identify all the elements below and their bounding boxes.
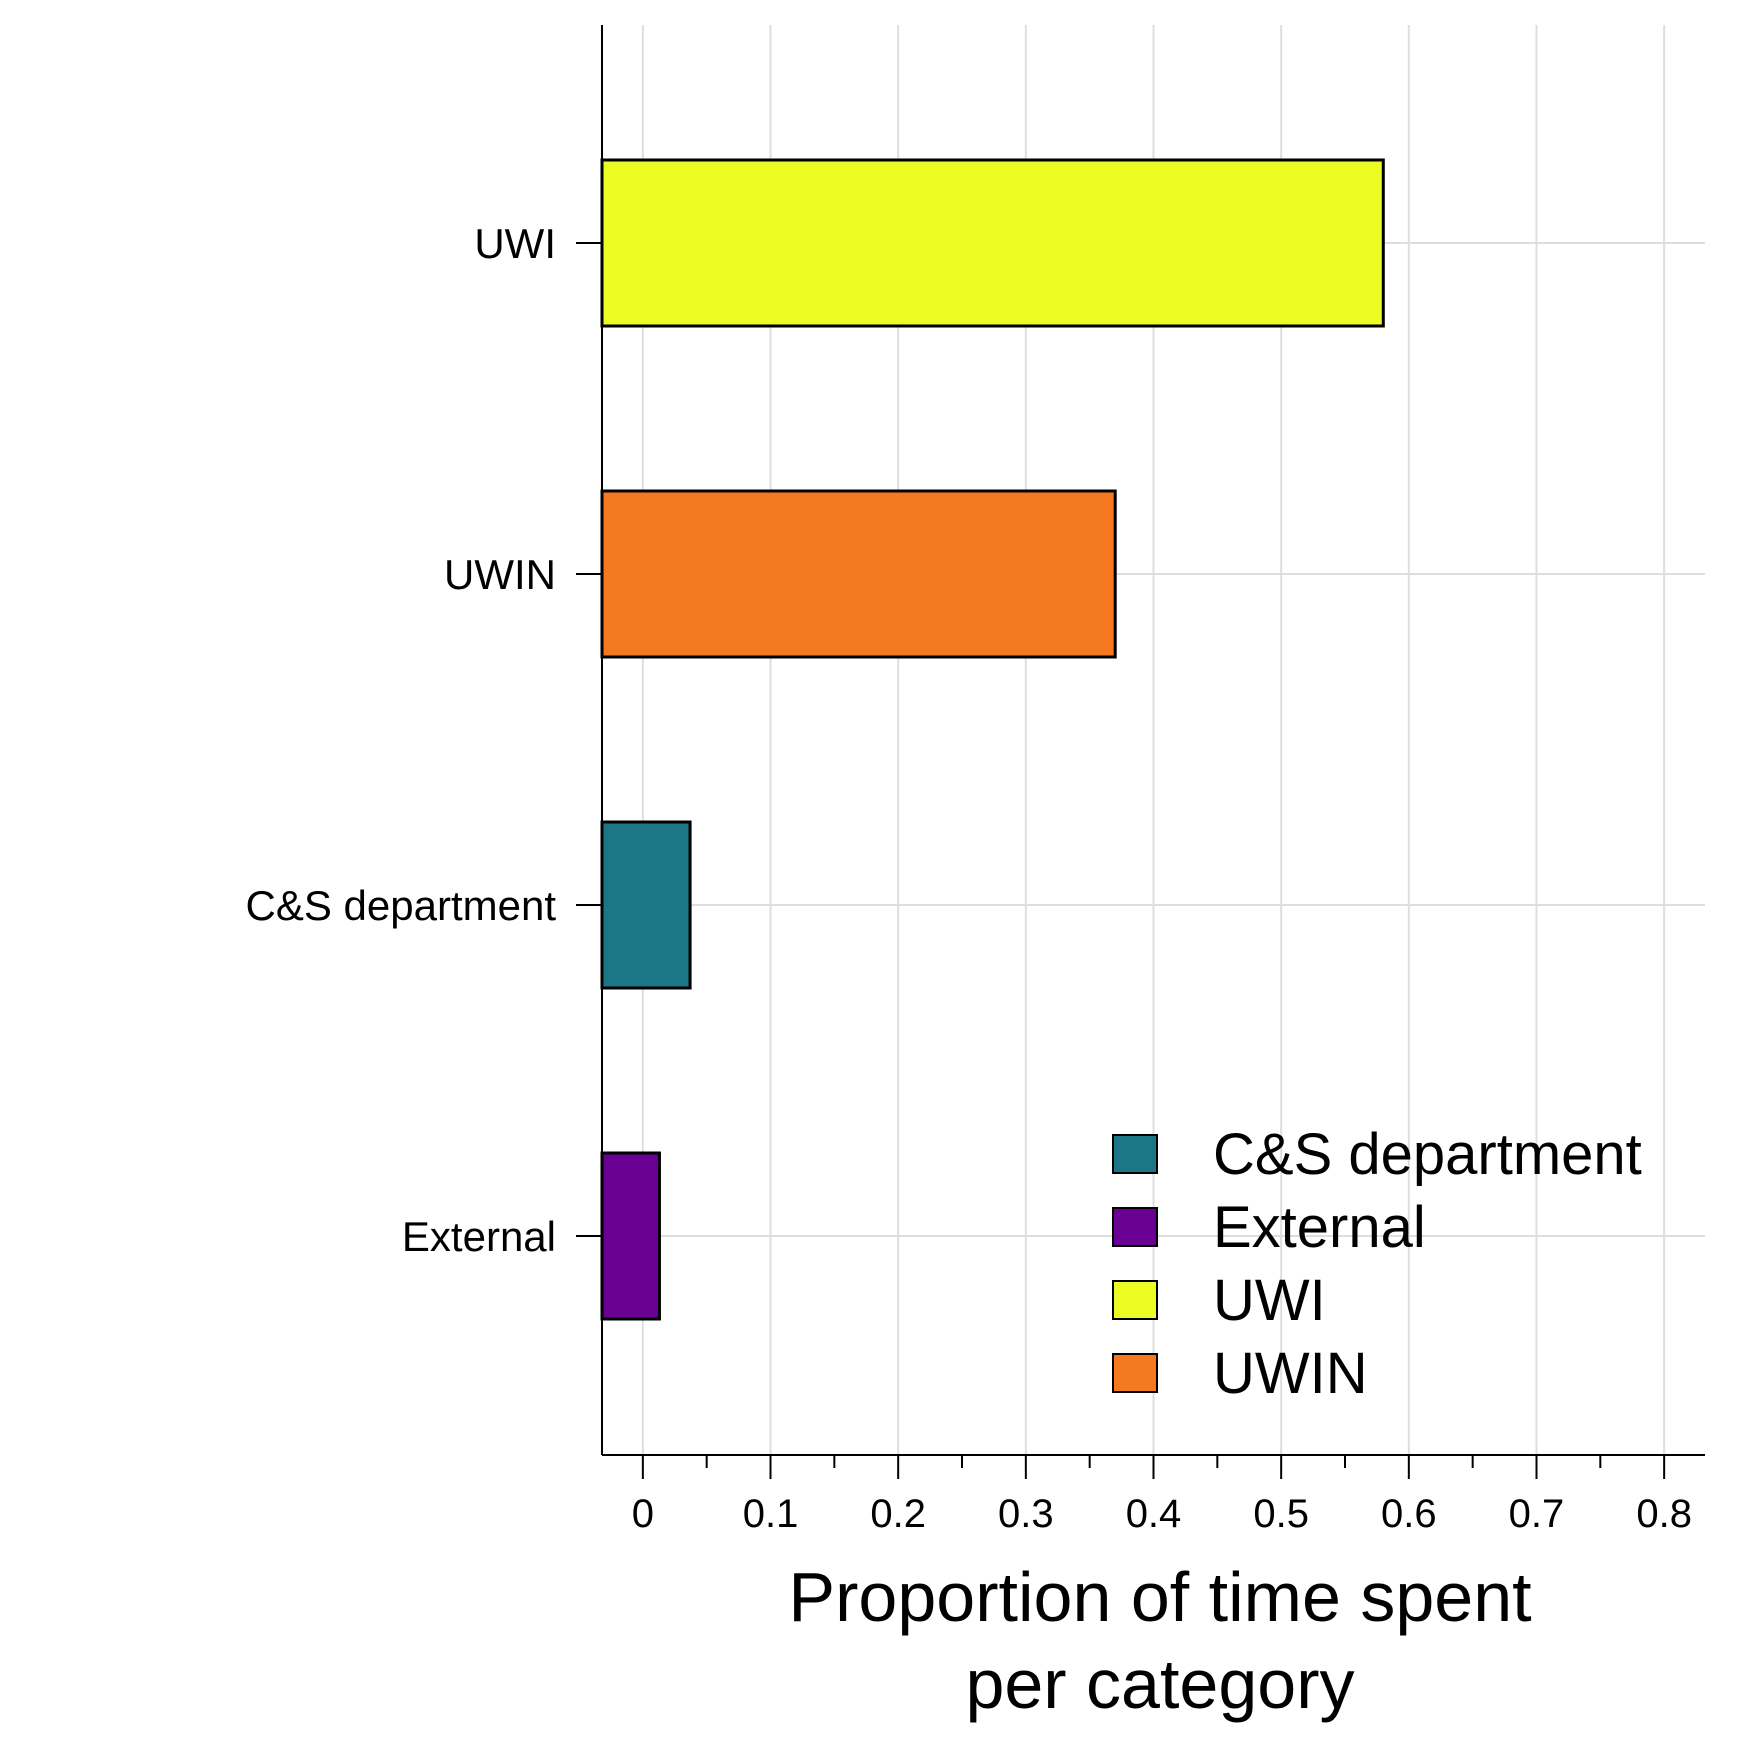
legend-swatch-3 — [1112, 1353, 1158, 1393]
legend: C&S department External UWI UWIN — [1112, 1122, 1642, 1406]
bar-2 — [600, 820, 692, 990]
bar-0 — [600, 158, 1385, 328]
x-tick-label-4: 0.4 — [1126, 1492, 1182, 1536]
category-label-2: C&S department — [246, 882, 557, 929]
bar-3 — [600, 1151, 661, 1321]
x-tick-label-8: 0.8 — [1636, 1492, 1692, 1536]
category-label-3: External — [402, 1213, 556, 1260]
legend-swatch-1 — [1112, 1207, 1158, 1247]
bars — [600, 158, 1385, 1321]
x-tick-label-5: 0.5 — [1253, 1492, 1309, 1536]
legend-swatch-2 — [1112, 1280, 1158, 1320]
y-axis-ticks: UWI UWIN C&S department External — [246, 220, 602, 1260]
x-axis-title-line-1: Proportion of time spent — [788, 1558, 1531, 1636]
legend-label-3: UWIN — [1213, 1341, 1368, 1406]
x-tick-label-7: 0.7 — [1509, 1492, 1565, 1536]
x-tick-label-6: 0.6 — [1381, 1492, 1437, 1536]
x-axis-title-line-2: per category — [965, 1645, 1354, 1723]
legend-label-1: External — [1213, 1195, 1426, 1260]
category-label-0: UWI — [474, 220, 556, 267]
legend-swatch-0 — [1112, 1134, 1158, 1174]
legend-label-2: UWI — [1213, 1268, 1326, 1333]
category-label-1: UWIN — [444, 551, 556, 598]
bar-1 — [600, 489, 1117, 659]
legend-label-0: C&S department — [1213, 1122, 1642, 1187]
x-tick-label-3: 0.3 — [998, 1492, 1054, 1536]
x-tick-label-0: 0 — [632, 1492, 654, 1536]
x-tick-label-2: 0.2 — [870, 1492, 926, 1536]
x-axis-ticks: 0 0.1 0.2 0.3 0.4 0.5 0.6 0.7 0.8 — [632, 1455, 1692, 1536]
x-tick-label-1: 0.1 — [743, 1492, 799, 1536]
